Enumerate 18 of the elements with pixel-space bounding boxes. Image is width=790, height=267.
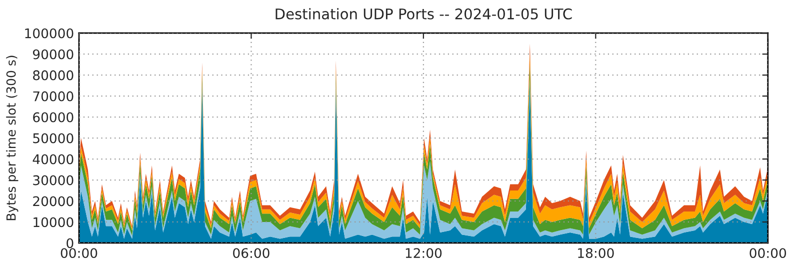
y-axis-title: Bytes per time slot (300 s) — [6, 56, 18, 220]
y-tick-label: 50000 — [33, 133, 74, 144]
x-tick-label: 18:00 — [578, 248, 614, 258]
y-tick-label: 30000 — [33, 175, 74, 186]
y-tick-label: 60000 — [33, 112, 74, 122]
chart-title: Destination UDP Ports -- 2024-01-05 UTC — [276, 8, 572, 20]
y-tick-label: 10000 — [34, 217, 74, 228]
x-tick-label: 06:00 — [233, 248, 270, 258]
y-tick-label: 20000 — [33, 196, 74, 206]
y-tick-label: 80000 — [33, 70, 74, 80]
y-tick-label: 0 — [66, 238, 74, 248]
x-tick-label: 00:00 — [750, 248, 786, 258]
x-tick-label: 00:00 — [60, 248, 98, 258]
y-tick-label: 70000 — [33, 91, 74, 102]
y-tick-label: 40000 — [32, 154, 74, 164]
y-tick-label: 100000 — [25, 28, 74, 38]
y-tick-label: 90000 — [32, 49, 74, 60]
x-tick-label: 12:00 — [406, 248, 442, 258]
